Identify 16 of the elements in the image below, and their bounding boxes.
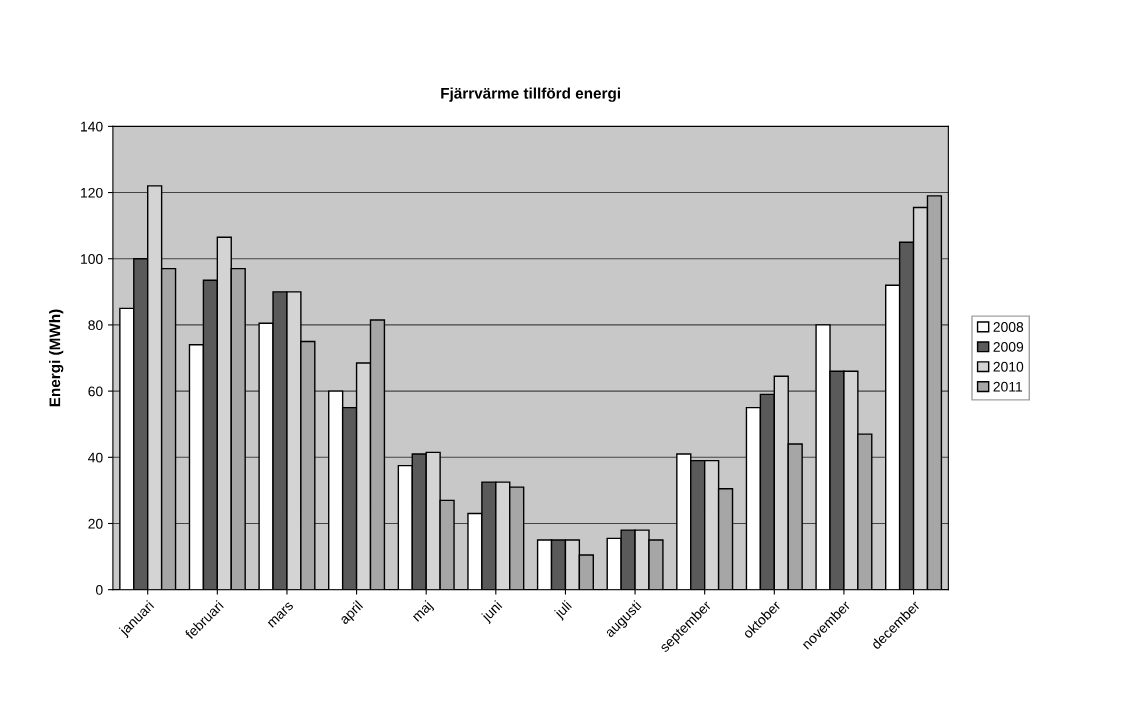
legend-label: 2009 [993, 341, 1024, 352]
y-tick-label: 40 [88, 452, 103, 463]
legend-label: 2011 [993, 381, 1023, 392]
y-tick-label: 80 [88, 320, 103, 331]
y-tick-label: 0 [96, 585, 103, 595]
legend-label: 2010 [993, 361, 1024, 372]
legend-label: 2008 [993, 322, 1024, 332]
y-tick-label: 120 [81, 187, 103, 198]
x-tick-label: maj [411, 600, 435, 624]
y-axis-title: Energi (MWh) [49, 309, 64, 407]
y-tick-label: 20 [88, 518, 103, 529]
chart-title: Fjärrvärme tillförd energi [441, 87, 620, 102]
y-tick-label: 100 [81, 254, 103, 264]
y-tick-label: 140 [81, 121, 103, 132]
y-tick-label: 60 [88, 386, 103, 397]
x-tick-label: juli [553, 600, 574, 621]
